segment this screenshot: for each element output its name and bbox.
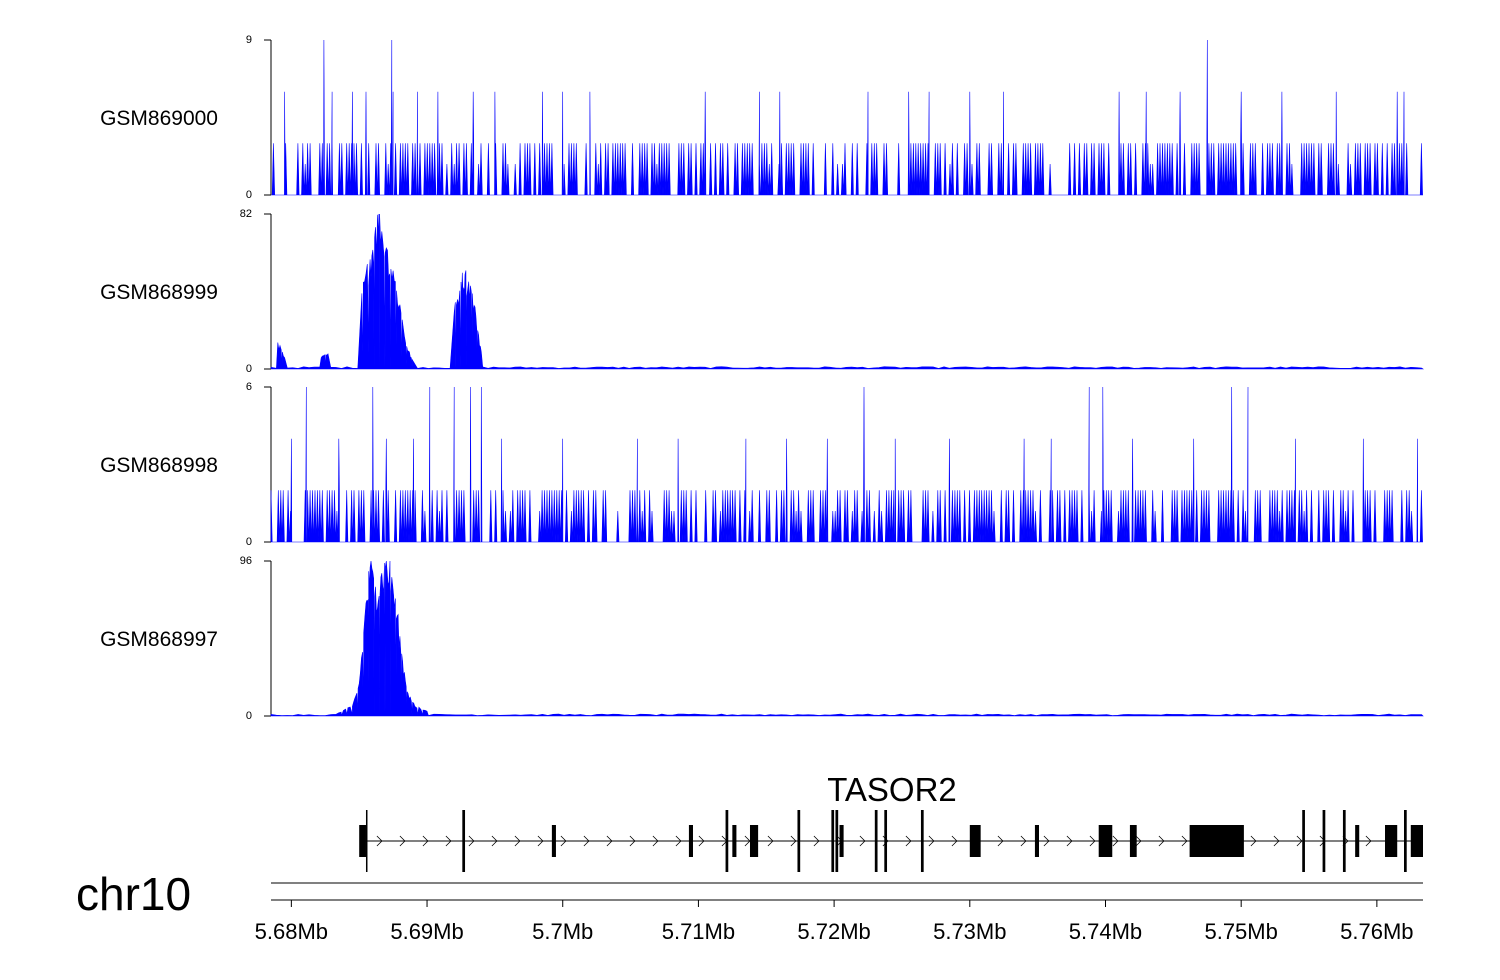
strand-arrow bbox=[1181, 835, 1188, 847]
track-label: GSM868997 bbox=[100, 628, 218, 651]
strand-arrow bbox=[859, 835, 866, 847]
y-tick-label: 9 bbox=[246, 34, 252, 46]
exon bbox=[1342, 810, 1346, 872]
exon bbox=[1098, 825, 1113, 857]
y-tick-label: 0 bbox=[246, 710, 252, 722]
y-tick-label: 82 bbox=[240, 208, 252, 220]
strand-arrow bbox=[399, 835, 406, 847]
exon bbox=[831, 810, 835, 872]
genome-tick-label: 5.74Mb bbox=[1069, 919, 1142, 944]
strand-arrow bbox=[905, 835, 912, 847]
exon bbox=[749, 825, 759, 857]
genome-axis: chr10 5.68Mb 5.69Mb 5.7Mb 5.71Mb 5.72Mb 5.73M… bbox=[76, 868, 1423, 944]
strand-arrow bbox=[1365, 835, 1372, 847]
exon bbox=[1410, 825, 1423, 857]
genome-tick-label: 5.76Mb bbox=[1340, 919, 1413, 944]
strand-arrow bbox=[1250, 835, 1257, 847]
strand-arrow bbox=[1135, 835, 1142, 847]
strand-arrow bbox=[997, 835, 1004, 847]
genome-tick-label: 5.68Mb bbox=[255, 919, 328, 944]
strand-arrow bbox=[537, 835, 544, 847]
strand-arrow bbox=[422, 835, 429, 847]
strand-arrow bbox=[1296, 835, 1303, 847]
exon bbox=[835, 810, 839, 872]
exon bbox=[1302, 810, 1305, 872]
genome-tick-label: 5.72Mb bbox=[797, 919, 870, 944]
track-label: GSM869000 bbox=[100, 107, 218, 130]
exon bbox=[884, 810, 888, 872]
strand-arrow bbox=[813, 835, 820, 847]
strand-arrow bbox=[744, 835, 751, 847]
data-tracks: GSM86900090GSM868999820GSM86899860GSM868… bbox=[100, 34, 1425, 722]
y-tick-label: 96 bbox=[240, 555, 252, 567]
strand-arrow bbox=[583, 835, 590, 847]
strand-arrow bbox=[698, 835, 705, 847]
exon bbox=[969, 825, 981, 857]
strand-arrow bbox=[491, 835, 498, 847]
exon bbox=[874, 810, 878, 872]
exon bbox=[359, 825, 366, 857]
strand-arrow bbox=[1089, 835, 1096, 847]
y-tick-label: 0 bbox=[246, 536, 252, 548]
genome-tick-label: 5.71Mb bbox=[662, 919, 735, 944]
strand-arrow bbox=[652, 835, 659, 847]
track-label: GSM868999 bbox=[100, 281, 218, 304]
strand-arrow bbox=[928, 835, 935, 847]
strand-arrow bbox=[376, 835, 383, 847]
strand-arrow bbox=[767, 835, 774, 847]
exon bbox=[725, 810, 729, 872]
strand-arrow bbox=[606, 835, 613, 847]
exon-cap bbox=[365, 810, 368, 872]
strand-arrow bbox=[1043, 835, 1050, 847]
exon bbox=[839, 825, 844, 857]
coverage-area bbox=[270, 560, 1424, 717]
exon bbox=[1355, 825, 1360, 857]
strand-arrow bbox=[1112, 835, 1119, 847]
genome-tick-label: 5.7Mb bbox=[532, 919, 593, 944]
coverage-area bbox=[271, 39, 1423, 196]
strand-arrow bbox=[1020, 835, 1027, 847]
y-tick-label: 0 bbox=[246, 189, 252, 201]
exon bbox=[1322, 810, 1326, 872]
track-gsm869000: GSM869000 9 0 bbox=[100, 34, 1423, 201]
track-gsm868998: GSM868998 6 0 bbox=[100, 381, 1423, 548]
strand-arrow bbox=[675, 835, 682, 847]
strand-arrow bbox=[1066, 835, 1073, 847]
exon bbox=[1129, 825, 1137, 857]
strand-arrow bbox=[560, 835, 567, 847]
track-gsm868999: GSM868999 82 0 bbox=[100, 208, 1425, 375]
exon bbox=[732, 825, 737, 857]
coverage-area bbox=[270, 213, 1425, 370]
exon bbox=[797, 810, 801, 872]
strand-arrow bbox=[1273, 835, 1280, 847]
exon bbox=[551, 825, 556, 857]
strand-arrow bbox=[629, 835, 636, 847]
strand-arrow bbox=[514, 835, 521, 847]
exon bbox=[1385, 825, 1398, 857]
y-tick-label: 6 bbox=[246, 381, 252, 393]
exon bbox=[920, 810, 924, 872]
strand-arrow bbox=[790, 835, 797, 847]
y-tick-label: 0 bbox=[246, 363, 252, 375]
exon bbox=[1404, 810, 1407, 872]
genome-tick-label: 5.73Mb bbox=[933, 919, 1006, 944]
strand-arrow bbox=[951, 835, 958, 847]
strand-arrow bbox=[445, 835, 452, 847]
strand-arrow bbox=[468, 835, 475, 847]
gene-annotation-track: TASOR2 bbox=[359, 771, 1423, 872]
coverage-area bbox=[270, 386, 1423, 543]
exon bbox=[462, 810, 466, 872]
exon bbox=[1189, 825, 1244, 857]
gene-label: TASOR2 bbox=[827, 771, 957, 808]
genome-tick-label: 5.69Mb bbox=[390, 919, 463, 944]
chromosome-label: chr10 bbox=[76, 868, 191, 920]
track-label: GSM868998 bbox=[100, 454, 218, 477]
strand-arrow bbox=[1158, 835, 1165, 847]
exon bbox=[688, 825, 693, 857]
exon bbox=[1034, 825, 1039, 857]
track-gsm868997: GSM868997 96 0 bbox=[100, 555, 1424, 722]
genome-tick-label: 5.75Mb bbox=[1204, 919, 1277, 944]
